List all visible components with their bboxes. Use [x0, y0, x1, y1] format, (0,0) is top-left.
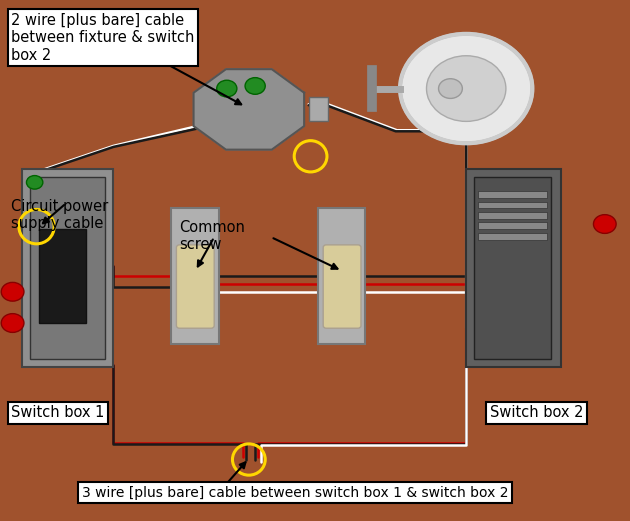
- FancyBboxPatch shape: [323, 245, 361, 328]
- Bar: [30, 177, 105, 359]
- Circle shape: [400, 34, 532, 143]
- Polygon shape: [193, 69, 304, 150]
- Bar: [39, 229, 86, 323]
- Bar: [478, 191, 547, 198]
- Circle shape: [245, 78, 265, 94]
- Circle shape: [593, 215, 616, 233]
- Text: 3 wire [plus bare] cable between switch box 1 & switch box 2: 3 wire [plus bare] cable between switch …: [82, 486, 508, 500]
- Text: Circuit power
supply cable: Circuit power supply cable: [11, 199, 108, 231]
- Bar: [478, 222, 547, 229]
- Circle shape: [26, 176, 43, 189]
- Text: 2 wire [plus bare] cable
between fixture & switch
box 2: 2 wire [plus bare] cable between fixture…: [11, 13, 195, 63]
- Bar: [478, 202, 547, 208]
- Bar: [309, 97, 328, 121]
- Circle shape: [1, 314, 24, 332]
- Bar: [474, 177, 551, 359]
- Text: Common
screw: Common screw: [180, 220, 246, 252]
- Circle shape: [1, 282, 24, 301]
- Circle shape: [217, 80, 237, 97]
- FancyBboxPatch shape: [176, 245, 214, 328]
- Text: Switch box 1: Switch box 1: [11, 405, 105, 420]
- Text: Switch box 2: Switch box 2: [490, 405, 583, 420]
- Circle shape: [438, 79, 462, 98]
- Bar: [478, 212, 547, 219]
- Bar: [478, 233, 547, 240]
- Bar: [171, 208, 219, 344]
- Bar: [318, 208, 365, 344]
- Bar: [466, 169, 561, 367]
- Circle shape: [427, 56, 506, 121]
- Bar: [22, 169, 113, 367]
